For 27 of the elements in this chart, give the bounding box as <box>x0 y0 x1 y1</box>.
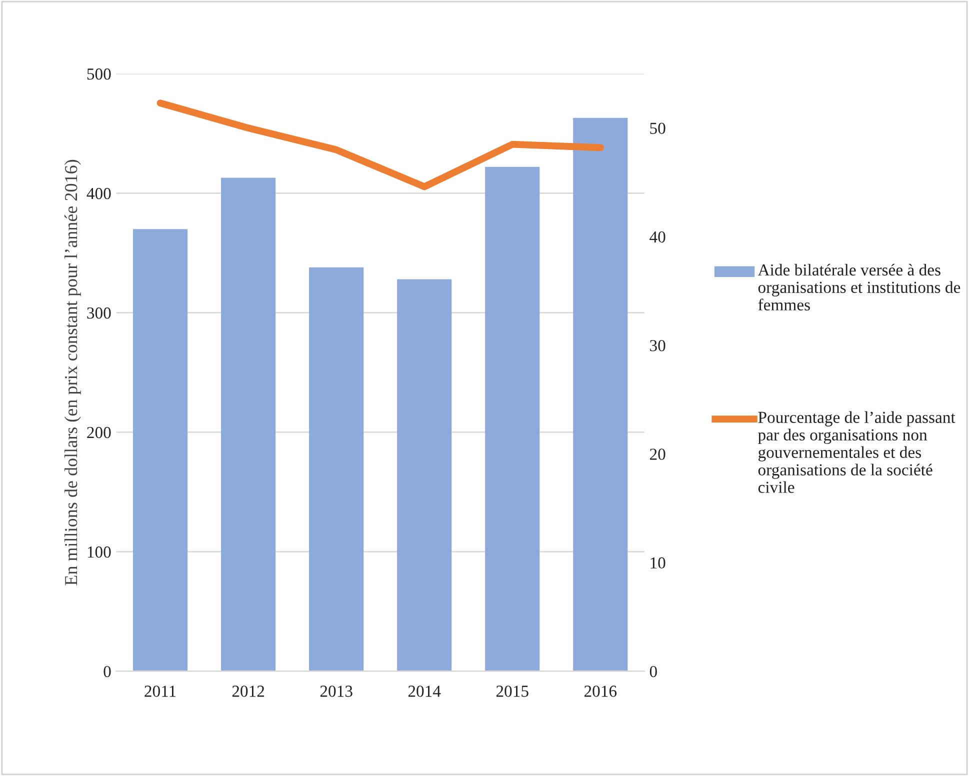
bar <box>133 229 188 672</box>
x-tick-label: 2012 <box>232 686 264 697</box>
bar <box>397 279 452 672</box>
bar <box>485 166 540 672</box>
x-tick-label: 2013 <box>320 686 352 697</box>
bar <box>309 267 364 672</box>
y2-tick-label: 30 <box>650 340 666 352</box>
y2-tick-label: 20 <box>650 448 666 460</box>
x-tick-label: 2014 <box>408 686 441 697</box>
y-tick-label: 400 <box>86 188 111 200</box>
legend-label: Aide bilatérale versée à des organisations et institutions de femmes <box>758 264 960 310</box>
y-tick-label: 300 <box>87 307 111 319</box>
y-tick-label: 500 <box>87 68 111 80</box>
y2-tick-label: 50 <box>650 122 666 134</box>
y-tick-label: 0 <box>104 666 111 678</box>
y2-tick-label: 0 <box>650 666 657 678</box>
bar <box>573 118 628 672</box>
x-tick-label: 2015 <box>496 686 528 697</box>
y-tick-label: 200 <box>87 426 111 438</box>
y2-tick-label: 10 <box>650 557 666 569</box>
y-tick-label: 100 <box>88 546 111 558</box>
legend-label: Pourcentage de l’aide passant par des organisations non gouvernementales et des organisations de la société civile <box>758 411 956 493</box>
bar <box>221 178 276 672</box>
x-tick-label: 2011 <box>144 686 176 697</box>
x-tick-label: 2016 <box>584 686 617 697</box>
y-axis-title: En millions de dollars (en prix constant pour l’année 2016) <box>64 160 81 586</box>
y2-tick-label: 40 <box>650 231 666 243</box>
